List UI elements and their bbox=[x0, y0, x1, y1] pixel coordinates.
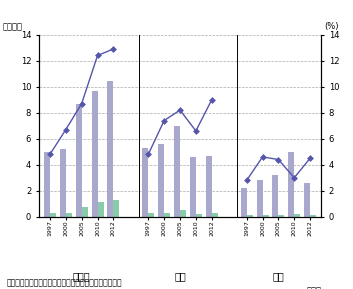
Bar bbox=[263, 215, 269, 217]
Bar bbox=[158, 144, 164, 217]
Bar bbox=[294, 214, 300, 217]
Bar bbox=[212, 213, 218, 217]
Bar bbox=[190, 157, 196, 217]
Bar bbox=[142, 148, 148, 217]
Bar bbox=[97, 202, 103, 217]
Bar bbox=[310, 215, 316, 217]
Bar bbox=[148, 213, 154, 217]
Text: (%): (%) bbox=[324, 22, 339, 31]
Bar bbox=[247, 215, 253, 217]
Text: アジア: アジア bbox=[73, 271, 90, 281]
Bar bbox=[196, 214, 202, 217]
Bar bbox=[206, 155, 212, 217]
Text: 欧州: 欧州 bbox=[273, 271, 284, 281]
Text: 北米: 北米 bbox=[174, 271, 186, 281]
Bar bbox=[113, 200, 119, 217]
Bar bbox=[164, 213, 170, 217]
Bar bbox=[66, 213, 72, 217]
Bar bbox=[50, 213, 56, 217]
Bar bbox=[44, 152, 50, 217]
Bar bbox=[279, 215, 285, 217]
Bar bbox=[257, 180, 263, 217]
Text: 資料：経済産業省「海外事業活動基本調査」から作成。: 資料：経済産業省「海外事業活動基本調査」から作成。 bbox=[7, 279, 123, 288]
Bar bbox=[304, 183, 310, 217]
Text: （兆円）: （兆円） bbox=[2, 22, 22, 31]
Bar bbox=[180, 210, 186, 217]
Bar bbox=[107, 81, 113, 217]
Bar bbox=[76, 104, 82, 217]
Bar bbox=[174, 126, 180, 217]
Bar bbox=[288, 152, 294, 217]
Text: （年）: （年） bbox=[306, 286, 321, 289]
Bar bbox=[82, 207, 88, 217]
Bar bbox=[273, 175, 279, 217]
Bar bbox=[60, 149, 66, 217]
Bar bbox=[241, 188, 247, 217]
Bar bbox=[91, 91, 97, 217]
